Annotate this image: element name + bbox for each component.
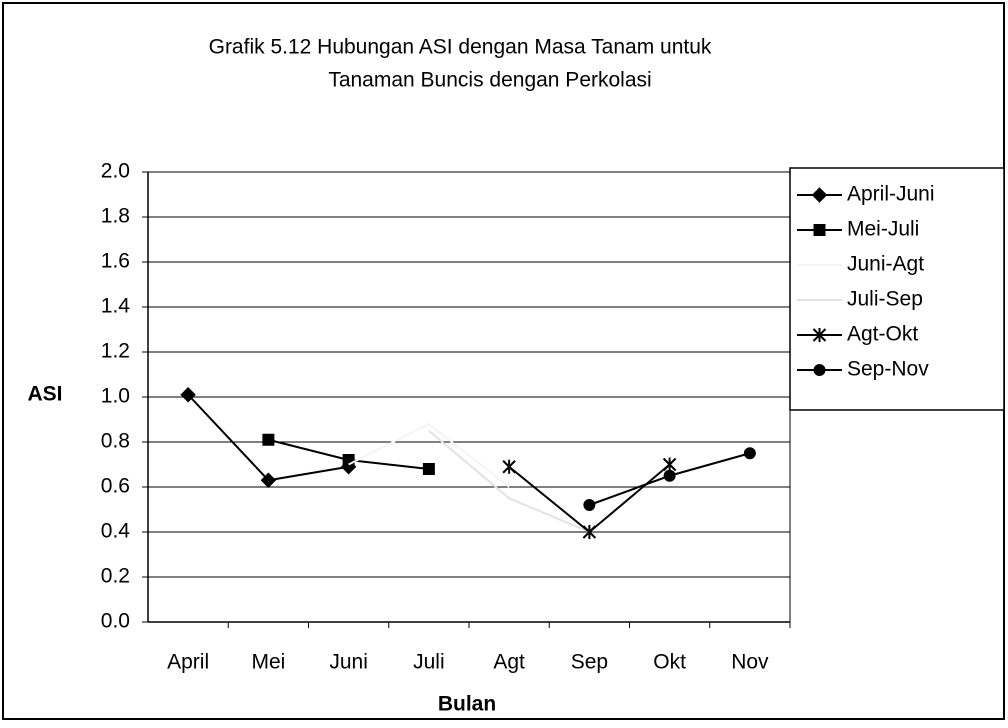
legend-label: Sep-Nov	[847, 358, 929, 381]
x-tick-label: Juli	[413, 651, 445, 674]
y-tick-label: 1.6	[101, 250, 130, 273]
series-line	[428, 429, 590, 533]
y-tick-label: 0.0	[101, 610, 130, 633]
marker	[813, 224, 826, 236]
marker	[180, 387, 196, 403]
x-tick-label: Nov	[731, 651, 769, 674]
y-tick-label: 1.8	[101, 205, 130, 228]
marker	[502, 459, 516, 474]
y-tick-label: 1.0	[101, 385, 130, 408]
y-tick-label: 1.4	[101, 295, 131, 318]
y-tick-label: 0.2	[101, 565, 130, 588]
marker	[262, 433, 275, 446]
marker	[811, 187, 828, 203]
x-tick-label: Agt	[493, 651, 525, 674]
marker	[662, 457, 677, 472]
legend-label: Juni-Agt	[847, 253, 924, 276]
x-axis-label: Bulan	[438, 693, 496, 716]
marker	[342, 454, 355, 466]
marker	[422, 463, 435, 475]
marker	[812, 328, 827, 342]
series-line	[508, 463, 671, 534]
legend-label: Mei-Juli	[847, 218, 919, 241]
x-tick-label: Mei	[251, 651, 285, 674]
chart-subtitle: Tanaman Buncis dengan Perkolasi	[328, 69, 651, 92]
x-tick-label: Okt	[653, 651, 686, 674]
marker	[260, 472, 277, 488]
x-tick-label: Sep	[571, 651, 608, 674]
marker	[582, 525, 597, 539]
x-tick-label: April	[167, 651, 209, 674]
y-axis-label: ASI	[27, 383, 62, 406]
y-tick-label: 0.6	[101, 475, 130, 498]
legend-label: Juli-Sep	[847, 288, 923, 311]
marker	[743, 447, 756, 460]
y-tick-label: 0.4	[101, 520, 131, 543]
legend-label: April-Juni	[847, 183, 935, 206]
y-tick-label: 1.2	[101, 340, 130, 363]
series-line	[348, 422, 510, 488]
legend-label: Agt-Okt	[847, 323, 918, 346]
x-tick-label: Juni	[329, 651, 368, 674]
marker	[663, 469, 676, 482]
chart-title: Grafik 5.12 Hubungan ASI dengan Masa Tan…	[209, 36, 712, 59]
y-tick-label: 0.8	[101, 430, 130, 453]
marker	[583, 499, 596, 511]
marker	[813, 364, 826, 376]
y-tick-label: 2.0	[101, 160, 130, 183]
